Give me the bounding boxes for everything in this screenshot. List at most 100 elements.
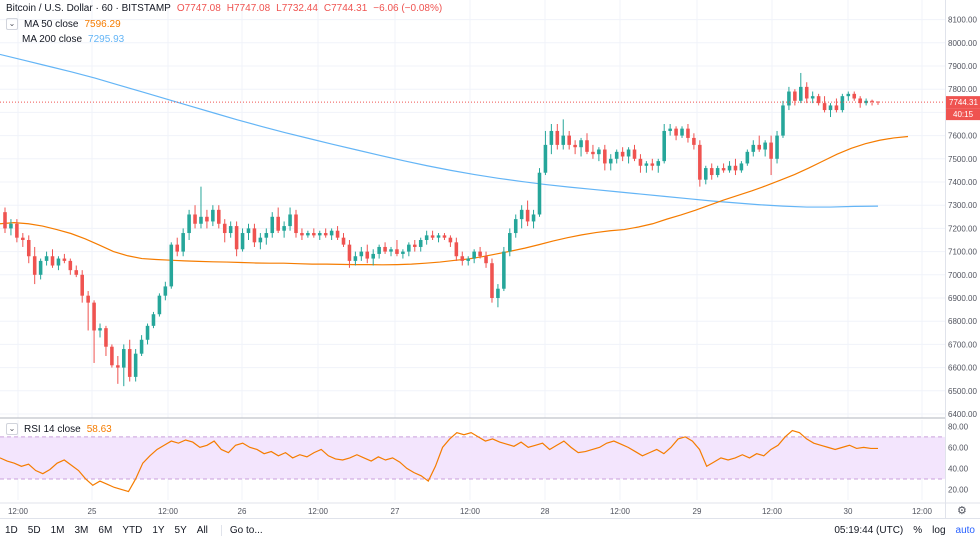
candle-body bbox=[864, 100, 868, 104]
candle-body bbox=[222, 223, 227, 234]
candle-body bbox=[418, 240, 423, 247]
candle-body bbox=[573, 144, 577, 148]
candle-body bbox=[175, 244, 180, 252]
goto-button[interactable]: Go to... bbox=[220, 525, 268, 536]
price-tick-label: 8100.00 bbox=[948, 16, 977, 25]
ohlc-close: C7744.31 bbox=[323, 3, 368, 14]
timeframe-all[interactable]: All bbox=[196, 525, 208, 536]
ma200-legend[interactable]: MA 200 close 7295.93 bbox=[22, 34, 124, 45]
candle-body bbox=[341, 237, 346, 245]
price-tick-label: 7100.00 bbox=[948, 248, 977, 257]
ohlc-high: H7747.08 bbox=[226, 3, 271, 14]
time-tick-label: 12:00 bbox=[8, 507, 29, 516]
symbol-legend: Bitcoin / U.S. Dollar · 60 · BITSTAMP O7… bbox=[6, 3, 442, 14]
timeframe-5y[interactable]: 5Y bbox=[174, 525, 187, 536]
time-tick-label: 25 bbox=[88, 507, 97, 516]
candle-body bbox=[508, 233, 512, 252]
candle-body bbox=[38, 260, 43, 275]
countdown-tag bbox=[946, 108, 980, 121]
rsi-band bbox=[0, 436, 945, 479]
price-tick-label: 6400.00 bbox=[948, 410, 977, 419]
candle-body bbox=[56, 258, 61, 266]
candle-body bbox=[246, 228, 251, 234]
rsi-legend[interactable]: ⌄ RSI 14 close 58.63 bbox=[6, 423, 112, 435]
price-tick-label: 6500.00 bbox=[948, 387, 977, 396]
candle-body bbox=[323, 233, 328, 236]
chart-canvas[interactable]: 8100.008000.007900.007800.007700.007600.… bbox=[0, 0, 980, 518]
timeframe-ytd[interactable]: YTD bbox=[122, 525, 143, 536]
time-tick-label: 28 bbox=[541, 507, 550, 516]
timeframe-3m[interactable]: 3M bbox=[74, 525, 89, 536]
candle-body bbox=[531, 214, 536, 222]
candle-body bbox=[377, 246, 381, 254]
auto-toggle[interactable]: auto bbox=[955, 525, 975, 536]
candle-body bbox=[466, 258, 471, 261]
collapse-icon[interactable]: ⌄ bbox=[6, 423, 18, 435]
percent-toggle[interactable]: % bbox=[913, 525, 923, 536]
rsi-tick-label: 20.00 bbox=[948, 485, 969, 494]
timeframe-1d[interactable]: 1D bbox=[5, 525, 18, 536]
ohlc-open: O7747.08 bbox=[176, 3, 221, 14]
candle-body bbox=[169, 244, 174, 287]
time-tick-label: 26 bbox=[238, 507, 247, 516]
candle-body bbox=[26, 240, 31, 257]
price-tick-label: 8000.00 bbox=[948, 39, 977, 48]
rsi-guides bbox=[0, 436, 945, 480]
candle-body bbox=[412, 244, 417, 247]
candle-body bbox=[32, 256, 37, 275]
collapse-icon[interactable]: ⌄ bbox=[6, 18, 18, 30]
candle-body bbox=[579, 140, 583, 148]
utc-clock[interactable]: 05:19:44 (UTC) bbox=[834, 525, 904, 536]
candle-body bbox=[727, 165, 732, 171]
candle-body bbox=[478, 251, 482, 257]
candle-body bbox=[199, 216, 203, 224]
candle-body bbox=[870, 100, 874, 102]
time-tick-label: 12:00 bbox=[308, 507, 329, 516]
candle-body bbox=[757, 144, 762, 150]
time-tick-label: 12:00 bbox=[460, 507, 481, 516]
candles bbox=[3, 72, 880, 387]
candle-body bbox=[133, 353, 138, 377]
candle-body bbox=[116, 365, 120, 368]
candle-body bbox=[270, 216, 275, 234]
candle-body bbox=[329, 230, 334, 236]
ma50-value: 7596.29 bbox=[84, 18, 121, 30]
candle-body bbox=[300, 233, 304, 236]
candle-body bbox=[810, 96, 815, 99]
ma200-label: MA 200 close bbox=[22, 34, 83, 45]
candle-body bbox=[145, 325, 150, 340]
candle-body bbox=[121, 349, 126, 368]
timeframe-1m[interactable]: 1M bbox=[50, 525, 65, 536]
candle-body bbox=[822, 103, 827, 111]
candle-body bbox=[389, 249, 393, 252]
countdown-label: 40:15 bbox=[953, 110, 974, 119]
settings-gear-icon[interactable]: ⚙ bbox=[957, 504, 967, 517]
candle-body bbox=[383, 246, 387, 252]
timeframe-1y[interactable]: 1Y bbox=[152, 525, 165, 536]
candle-body bbox=[828, 105, 833, 111]
candle-body bbox=[312, 233, 316, 236]
candle-body bbox=[407, 244, 411, 252]
ohlc-change: −6.06 (−0.08%) bbox=[373, 3, 443, 14]
candle-body bbox=[513, 219, 518, 234]
candle-body bbox=[703, 168, 708, 180]
candle-body bbox=[484, 256, 488, 264]
candle-body bbox=[543, 144, 548, 173]
ma50-line bbox=[0, 135, 909, 266]
ma50-legend[interactable]: ⌄ MA 50 close 7596.29 bbox=[6, 18, 121, 30]
timeframe-5d[interactable]: 5D bbox=[27, 525, 41, 536]
ma200-value: 7295.93 bbox=[88, 34, 125, 45]
candle-body bbox=[44, 256, 49, 261]
rsi-tick-label: 40.00 bbox=[948, 464, 969, 473]
ma200-series bbox=[0, 53, 879, 208]
candle-body bbox=[686, 128, 690, 138]
log-toggle[interactable]: log bbox=[932, 525, 946, 536]
candle-body bbox=[98, 328, 102, 331]
candle-body bbox=[371, 253, 375, 259]
price-pane[interactable] bbox=[0, 0, 945, 418]
candle-body bbox=[211, 209, 215, 222]
timeframe-6m[interactable]: 6M bbox=[98, 525, 113, 536]
symbol-title[interactable]: Bitcoin / U.S. Dollar · 60 · BITSTAMP bbox=[6, 3, 171, 14]
rsi-series bbox=[0, 429, 878, 493]
price-tick-label: 6700.00 bbox=[948, 340, 977, 349]
